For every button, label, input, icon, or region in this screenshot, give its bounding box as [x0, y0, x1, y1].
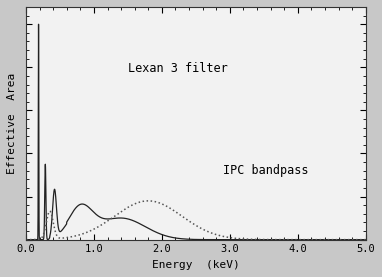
Text: Lexan 3 filter: Lexan 3 filter	[128, 62, 228, 75]
X-axis label: Energy  (keV): Energy (keV)	[152, 260, 240, 270]
Text: IPC bandpass: IPC bandpass	[223, 165, 309, 178]
Y-axis label: Effective  Area: Effective Area	[7, 73, 17, 174]
